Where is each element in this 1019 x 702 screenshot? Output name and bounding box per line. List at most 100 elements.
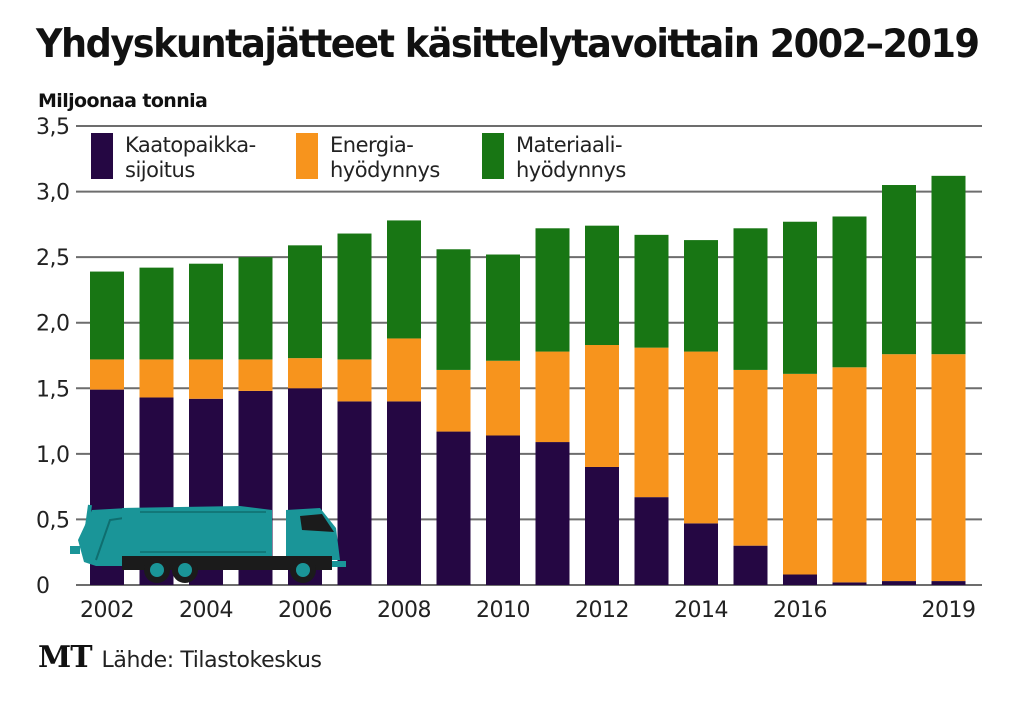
x-tick-label: 2008 [377,598,431,623]
bar-segment-material-2011 [535,228,570,352]
bar-segment-landfill-2015 [733,545,768,585]
bar-segment-landfill-2018 [882,581,916,585]
bar-segment-landfill-2012 [585,466,619,585]
bar-segment-energy-2009 [436,369,471,432]
bar-segment-material-2002 [90,271,124,360]
bar-group-2015 [733,228,768,585]
bar-group-2009 [436,249,471,585]
chart-title: Yhdyskuntajätteet käsittelytavoittain 20… [36,22,980,67]
bar-segment-material-2016 [783,221,817,374]
bar-segment-energy-2007 [337,359,372,402]
bar-segment-material-2018 [882,185,916,355]
gridlines [76,125,982,586]
bar-segment-energy-2004 [189,359,223,399]
bar-segment-landfill-2008 [387,401,421,585]
bar-segment-energy-2002 [90,359,124,390]
bar-segment-material-2009 [436,249,471,370]
bar-segment-material-2019 [931,175,966,355]
y-tick-label: 1,5 [36,377,70,402]
legend-label: Kaatopaikka- [125,133,256,157]
bar-group-2012 [585,225,619,585]
x-tick-label: 2019 [922,598,976,623]
source-text: Lähde: Tilastokeskus [101,648,322,673]
bar-group-2016 [783,221,817,585]
bar-group-2019 [931,175,966,585]
bar-segment-energy-2018 [882,354,916,582]
bar-group-2008 [387,220,421,585]
bar-segment-energy-2014 [684,351,718,524]
x-tick-label: 2002 [80,598,134,623]
y-tick-label: 0,5 [36,508,70,533]
x-tick-label: 2006 [278,598,332,623]
bar-segment-energy-2006 [288,358,322,389]
legend-label: Energia- [330,133,413,157]
bar-group-2011 [535,228,570,585]
bar-segment-energy-2003 [139,359,174,398]
bar-segment-energy-2012 [585,345,619,467]
legend-swatch [91,133,113,179]
y-axis-unit-label: Miljoonaa tonnia [38,90,208,112]
y-tick-label: 2,0 [36,312,70,337]
bar-group-2007 [337,233,372,585]
bar-segment-landfill-2009 [436,431,471,585]
bar-segment-landfill-2013 [634,497,669,585]
y-tick-label: 1,0 [36,443,70,468]
legend-swatch [296,133,318,179]
bar-segment-material-2004 [189,263,223,360]
bar-group-2010 [486,254,520,585]
garbage-truck-icon [70,504,346,583]
x-tick-label: 2010 [476,598,530,623]
bar-segment-landfill-2014 [684,523,718,585]
bar-group-2013 [634,234,669,585]
legend-label: hyödynnys [330,158,440,182]
bar-segment-energy-2005 [238,359,273,391]
legend-label: sijoitus [125,158,195,182]
y-tick-label: 0 [36,574,50,599]
bar-segment-energy-2019 [931,354,966,582]
x-tick-label: 2014 [674,598,728,623]
bar-segment-material-2014 [684,240,718,352]
bar-segment-material-2012 [585,225,619,346]
legend-label: hyödynnys [516,158,626,182]
bar-segment-landfill-2017 [832,582,867,585]
bar-segment-landfill-2011 [535,442,570,585]
y-tick-label: 2,5 [36,246,70,271]
bar-segment-material-2008 [387,220,421,339]
bar-segment-material-2006 [288,245,322,359]
x-tick-label: 2016 [773,598,827,623]
x-axis-tick-labels: 2002 2004 2006 2008 2010 2012 2014 2016 2019 [80,598,976,623]
y-tick-label: 3,0 [36,181,70,206]
bar-segment-energy-2010 [486,360,520,436]
bar-segment-energy-2015 [733,369,768,546]
bar-group-2017 [832,216,867,585]
bar-segment-landfill-2007 [337,401,372,585]
bar-segment-energy-2013 [634,347,669,498]
bar-segment-material-2017 [832,216,867,368]
bars [90,175,966,585]
source-footer: MT Lähde: Tilastokeskus [38,640,322,675]
y-tick-label: 3,5 [36,115,70,140]
bar-segment-landfill-2019 [931,581,966,585]
bar-group-2014 [684,240,718,585]
bar-segment-energy-2008 [387,338,421,402]
bar-segment-landfill-2010 [486,435,520,585]
bar-group-2018 [882,185,916,585]
bar-segment-landfill-2016 [783,574,817,585]
x-tick-label: 2012 [575,598,629,623]
bar-segment-material-2003 [139,267,174,360]
bar-segment-energy-2016 [783,373,817,575]
legend-label: Materiaali- [516,133,622,157]
bar-segment-energy-2017 [832,367,867,583]
mt-logo: MT [38,640,93,675]
bar-segment-material-2010 [486,254,520,361]
x-tick-label: 2004 [179,598,233,623]
bar-segment-energy-2011 [535,351,570,443]
bar-segment-material-2007 [337,233,372,360]
bar-segment-material-2013 [634,234,669,348]
bar-segment-material-2015 [733,228,768,370]
legend: Kaatopaikka-sijoitusEnergia-hyödynnysMat… [91,133,626,182]
legend-swatch [482,133,504,179]
y-axis-tick-labels: 0 0,5 1,0 1,5 2,0 2,5 3,0 3,5 [36,115,70,599]
bar-group-2005 [238,257,273,585]
